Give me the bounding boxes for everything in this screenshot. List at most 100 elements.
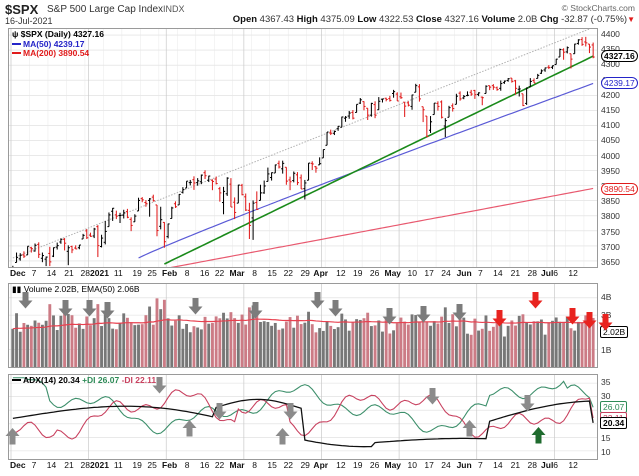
volume-arrow-down-11 xyxy=(492,310,507,327)
chart-header: $SPX S&P 500 Large Cap Index INDX 16-Jul… xyxy=(0,0,639,30)
date-label-4: 28 xyxy=(80,268,90,278)
volume-arrow-down-1 xyxy=(58,300,73,317)
date-bottom-label-29: 21 xyxy=(510,460,521,470)
date-label-6: 11 xyxy=(113,268,123,278)
high-value: 4375.09 xyxy=(320,14,355,25)
date-label-33: 12 xyxy=(568,268,578,278)
date-label-8: 25 xyxy=(147,268,157,278)
date-label-16: 22 xyxy=(283,268,294,278)
date-bottom-label-13: Mar xyxy=(229,460,245,470)
volume-arrow-down-13 xyxy=(565,308,580,325)
price-tick-4350: 4350 xyxy=(601,44,620,54)
date-label-14: 8 xyxy=(252,268,257,278)
date-bottom-label-26: Jun xyxy=(456,460,472,470)
adx-legend-item-1: +DI 26.07 xyxy=(82,375,120,385)
quote-bar: Open 4367.43 High 4375.09 Low 4322.53 Cl… xyxy=(233,14,635,25)
volume-arrow-down-0 xyxy=(18,292,33,309)
price-tick-3650: 3650 xyxy=(601,256,620,267)
price-tag-2: 3890.54 xyxy=(601,182,638,195)
date-bottom-label-23: 10 xyxy=(407,460,417,470)
price-tick-4100: 4100 xyxy=(601,120,620,131)
volume-arrow-down-12 xyxy=(528,292,543,309)
date-bottom-label-8: 25 xyxy=(147,460,157,470)
date-bottom-label-21: 26 xyxy=(369,460,380,470)
adx-arrow-down-6 xyxy=(425,388,440,405)
volume-arrow-down-10 xyxy=(452,304,467,321)
date-bottom-label-9: Feb xyxy=(162,460,178,470)
date-bottom-label-33: 12 xyxy=(568,460,578,470)
price-tick-3950: 3950 xyxy=(601,165,620,176)
adx-legend-item-0: ADX(14) 20.34 xyxy=(12,375,80,385)
high-label: High xyxy=(296,14,318,25)
date-bottom-label-20: 19 xyxy=(353,460,363,470)
symbol-exchange: INDX xyxy=(163,4,185,14)
price-tick-3800: 3800 xyxy=(601,211,620,222)
adx-panel xyxy=(8,374,598,460)
adx-plot xyxy=(9,375,597,459)
date-label-7: 19 xyxy=(132,268,142,278)
price-tick-4150: 4150 xyxy=(601,105,620,116)
adx-arrow-down-3 xyxy=(283,403,298,420)
date-bottom-label-12: 22 xyxy=(214,460,225,470)
volume-arrow-down-4 xyxy=(188,298,203,315)
volume-tick-1B: 1B xyxy=(601,345,612,356)
date-bottom-label-31: Jul xyxy=(541,460,554,470)
open-label: Open xyxy=(232,14,258,25)
date-label-32: 6 xyxy=(553,268,558,278)
date-label-24: 17 xyxy=(424,268,434,278)
date-bottom-label-2: 14 xyxy=(46,460,57,470)
date-bottom-label-17: 29 xyxy=(300,460,310,470)
volume-bars-icon: ▮▮ xyxy=(12,284,22,294)
date-bottom-label-4: 28 xyxy=(80,460,90,470)
price-tick-4400: 4400 xyxy=(601,29,620,40)
price-tick-3850: 3850 xyxy=(601,196,620,207)
price-tick-4200: 4200 xyxy=(601,89,620,100)
date-label-2: 14 xyxy=(46,268,57,278)
price-tick-4000: 4000 xyxy=(601,150,620,161)
volume-legend-text: Volume 2.02B, EMA(50) 2.06B xyxy=(23,284,140,294)
date-label-23: 10 xyxy=(407,268,417,278)
adx-arrow-up-7 xyxy=(462,420,477,437)
date-label-31: Jul xyxy=(541,268,554,278)
date-bottom-label-25: 24 xyxy=(441,460,451,470)
adx-tick-30: 30 xyxy=(601,391,611,402)
chg-label: Chg xyxy=(539,14,559,25)
close-label: Close xyxy=(416,14,442,25)
volume-arrow-down-3 xyxy=(100,302,115,319)
date-label-18: Apr xyxy=(313,268,329,278)
low-value: 4322.53 xyxy=(379,14,414,25)
adx-tag-2: 20.34 xyxy=(600,416,628,429)
date-label-28: 14 xyxy=(493,268,503,278)
adx-tick-10: 10 xyxy=(601,446,611,457)
adx-arrow-up-5 xyxy=(5,428,20,445)
down-triangle-icon: ▼ xyxy=(627,15,635,24)
open-value: 4367.43 xyxy=(259,14,295,25)
date-bottom-label-7: 19 xyxy=(132,460,142,470)
volume-tick-4B: 4B xyxy=(601,292,612,303)
date-bottom-label-27: 7 xyxy=(477,460,483,470)
date-bottom-label-3: 21 xyxy=(64,460,74,470)
date-bottom-label-5: 2021 xyxy=(90,460,109,470)
low-label: Low xyxy=(357,14,377,25)
date-label-11: 16 xyxy=(199,268,210,278)
price-chart-panel xyxy=(8,28,598,268)
volume-arrow-down-6 xyxy=(310,292,325,309)
date-label-3: 21 xyxy=(64,268,74,278)
price-legend: ψ $SPX (Daily) 4327.16 MA(50) 4239.17 MA… xyxy=(12,29,104,59)
price-legend-item-2: MA(200) 3890.54 xyxy=(12,48,104,59)
price-tag-1: 4239.17 xyxy=(601,76,638,89)
volume-label: Volume xyxy=(481,14,516,25)
price-legend-item-1: MA(50) 4239.17 xyxy=(12,39,104,50)
date-label-22: May xyxy=(384,268,402,278)
volume-arrow-down-15 xyxy=(598,314,613,331)
close-value: 4327.16 xyxy=(444,14,479,25)
volume-value: 2.0B xyxy=(517,14,538,25)
date-bottom-label-24: 17 xyxy=(424,460,434,470)
date-bottom-label-11: 16 xyxy=(199,460,210,470)
date-bottom-label-19: 12 xyxy=(336,460,346,470)
adx-legend-item-2: -DI 22.11 xyxy=(121,375,157,385)
date-label-13: Mar xyxy=(229,268,245,278)
date-label-29: 21 xyxy=(510,268,521,278)
adx-arrow-up-9 xyxy=(531,427,546,444)
date-bottom-label-6: 11 xyxy=(113,460,123,470)
